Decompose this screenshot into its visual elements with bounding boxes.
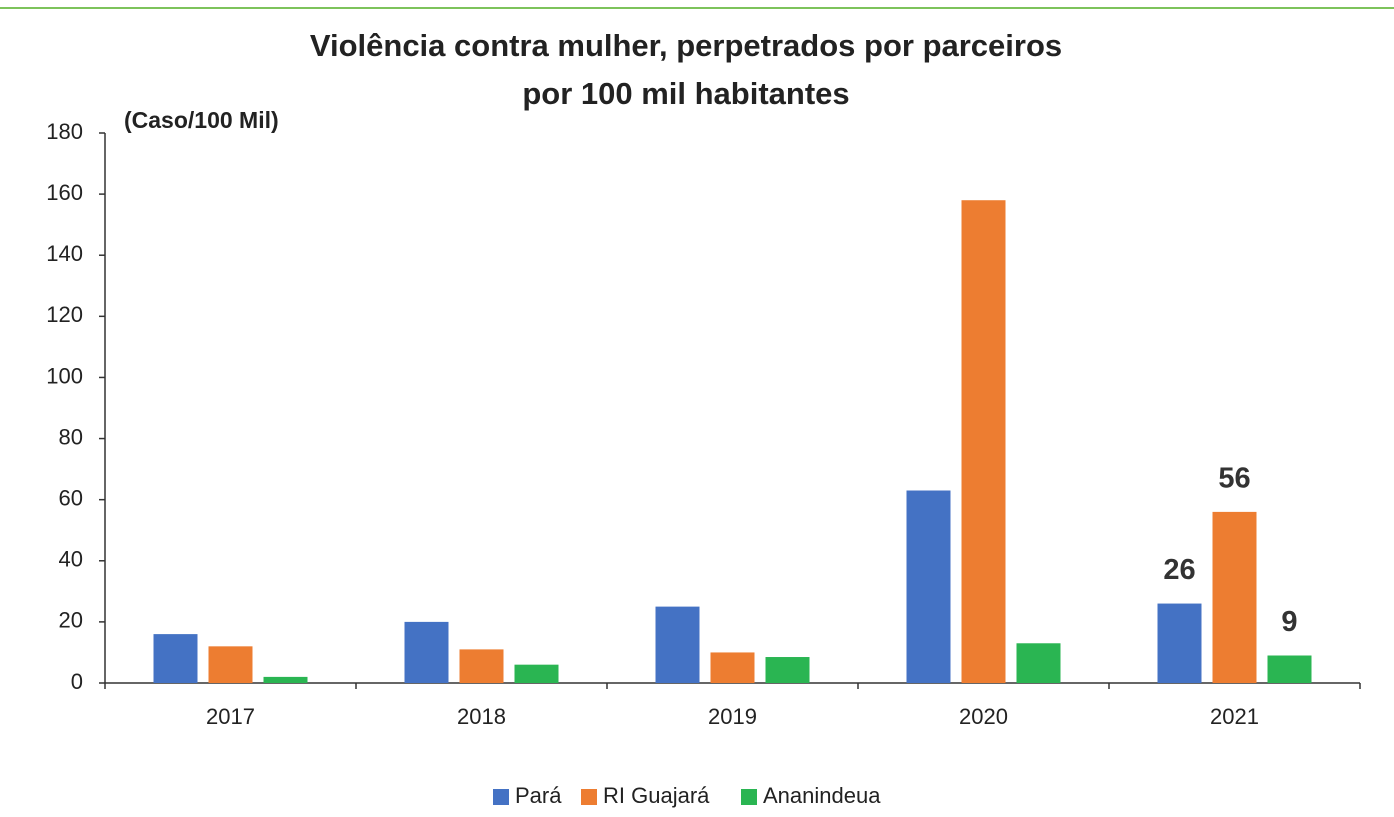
y-tick-label: 140 — [46, 241, 83, 266]
x-tick-label: 2021 — [1210, 704, 1259, 729]
bar — [1267, 655, 1312, 683]
bar — [459, 649, 504, 683]
y-axis-label: (Caso/100 Mil) — [124, 107, 279, 133]
chart-title: Violência contra mulher, perpetrados por… — [310, 28, 1062, 63]
bar — [153, 634, 198, 683]
bar — [961, 200, 1006, 683]
bar — [263, 676, 308, 683]
y-tick-label: 80 — [59, 424, 83, 449]
chart-title: por 100 mil habitantes — [522, 76, 849, 111]
y-tick-label: 0 — [71, 669, 83, 694]
bar — [710, 652, 755, 683]
x-tick-label: 2017 — [206, 704, 255, 729]
y-tick-label: 60 — [59, 485, 83, 510]
data-label: 26 — [1163, 554, 1195, 586]
bar — [1016, 643, 1061, 683]
bar — [765, 657, 810, 683]
x-tick-label: 2020 — [959, 704, 1008, 729]
legend-swatch — [741, 789, 757, 805]
legend-label: Ananindeua — [763, 783, 881, 808]
x-tick-label: 2019 — [708, 704, 757, 729]
y-tick-label: 160 — [46, 180, 83, 205]
y-tick-label: 180 — [46, 119, 83, 144]
y-tick-label: 120 — [46, 302, 83, 327]
bar — [655, 606, 700, 683]
data-label: 9 — [1281, 606, 1297, 638]
data-label: 56 — [1218, 463, 1250, 495]
y-tick-label: 100 — [46, 363, 83, 388]
legend-swatch — [581, 789, 597, 805]
bar — [208, 646, 253, 683]
bar — [906, 490, 951, 683]
legend-label: Pará — [515, 783, 562, 808]
legend-label: RI Guajará — [603, 783, 710, 808]
y-tick-label: 40 — [59, 547, 83, 572]
bar — [1212, 511, 1257, 683]
bar — [1157, 603, 1202, 683]
x-tick-label: 2018 — [457, 704, 506, 729]
legend-swatch — [493, 789, 509, 805]
bar — [404, 621, 449, 683]
bar — [514, 664, 559, 683]
y-tick-label: 20 — [59, 608, 83, 633]
